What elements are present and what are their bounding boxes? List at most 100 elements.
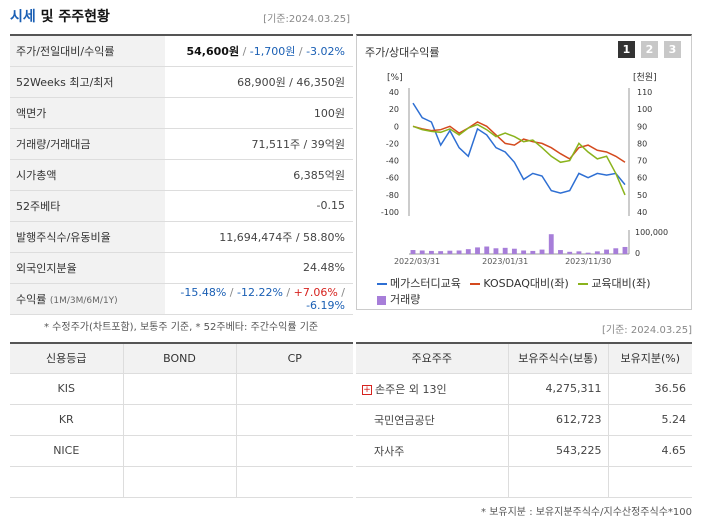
credit-bond — [123, 404, 237, 436]
quote-row-shares: 발행주식수/유동비율 11,694,474주 / 58.80% — [10, 221, 353, 253]
volume-tick-label: 0 — [635, 249, 640, 258]
credit-agency — [10, 466, 124, 498]
chart-svg: [%] [천원] 40 20 0 -20 -40 -60 -80 -100 110 100 90 80… — [381, 72, 668, 266]
right-tick-label: 50 — [637, 191, 647, 200]
holder-pct: 4.65 — [608, 435, 692, 467]
holders-header-name: 주요주주 — [356, 343, 509, 374]
return-1y: -6.19% — [306, 298, 345, 312]
volume-bar — [447, 250, 453, 254]
left-tick-label: -100 — [381, 208, 399, 217]
credit-cp — [236, 404, 353, 436]
quote-row-volume: 거래량/거래대금 71,511주 / 39억원 — [10, 128, 353, 160]
price-value: 54,600원 / -1,700원 / -3.02% — [165, 35, 353, 67]
credit-header-rating: 신용등급 — [10, 343, 124, 374]
credit-header-cp: CP — [236, 343, 353, 374]
credit-cp — [236, 373, 353, 405]
return-1m: -15.48% — [180, 285, 227, 299]
holder-pct — [608, 466, 692, 498]
volume-bar — [530, 250, 536, 254]
right-tick-label: 100 — [637, 105, 652, 114]
holders-table: 주요주주 보유주식수(보통) 보유지분(%) + 손주은 외 13인 4,275,… — [356, 342, 692, 498]
volume-label: 거래량/거래대금 — [10, 128, 165, 160]
chart-tab-2[interactable]: 2 — [641, 41, 658, 58]
w52-value: 68,900원 / 46,350원 — [165, 66, 353, 98]
section-title: 시세 및 주주현황 — [10, 6, 110, 26]
holders-date: [기준: 2024.03.25] — [601, 325, 692, 336]
left-tick-label: -40 — [386, 157, 399, 166]
quote-footnote: * 수정주가(차트포함), 보통주 기준, * 52주베타: 주간수익률 기준 — [44, 322, 319, 333]
quote-row-52w: 52Weeks 최고/최저 68,900원 / 46,350원 — [10, 66, 353, 98]
right-tick-label: 40 — [637, 208, 647, 217]
legend-item-stock: 메가스터디교육 — [377, 276, 461, 292]
foreign-value: 24.48% — [165, 252, 353, 284]
holder-shares: 543,225 — [508, 435, 609, 467]
right-axis-unit: [천원] — [633, 72, 657, 83]
x-tick-label: 2023/11/30 — [565, 257, 611, 266]
credit-header-row: 신용등급 BOND CP — [10, 343, 353, 374]
holder-name: 자사주 — [356, 435, 509, 467]
table-row — [356, 466, 692, 498]
legend-kosdaq-swatch — [470, 283, 481, 285]
holders-header-shares: 보유주식수(보통) — [508, 343, 609, 374]
price-change-pct: -3.02% — [306, 44, 345, 58]
chart-tab-3[interactable]: 3 — [664, 41, 681, 58]
legend-industry-label: 교육대비(좌) — [591, 277, 651, 290]
quote-table: 주가/전일대비/수익률 54,600원 / -1,700원 / -3.02% 5… — [10, 34, 353, 315]
holder-name: 국민연금공단 — [356, 404, 509, 436]
foreign-label: 외국인지분율 — [10, 252, 165, 284]
legend-item-kosdaq: KOSDAQ대비(좌) — [470, 276, 569, 292]
x-tick-label: 2022/03/31 — [394, 257, 440, 266]
holder-name-link[interactable]: 손주은 외 13인 — [375, 382, 447, 396]
legend-volume-swatch — [377, 295, 386, 305]
right-tick-label: 90 — [637, 122, 647, 131]
expand-plus-icon[interactable]: + — [362, 384, 372, 395]
credit-table: 신용등급 BOND CP KIS KR NICE — [10, 342, 353, 498]
section-title-rest: 및 주주현황 — [35, 9, 110, 25]
volume-bar — [438, 251, 444, 254]
chart-title: 주가/상대수익률 — [365, 46, 440, 59]
volume-value: 71,511주 / 39억원 — [165, 128, 353, 160]
face-label: 액면가 — [10, 97, 165, 129]
quote-row-beta: 52주베타 -0.15 — [10, 190, 353, 222]
return-3m: -12.22% — [237, 285, 283, 299]
price: 54,600원 — [186, 44, 240, 58]
chart-tab-1[interactable]: 1 — [618, 41, 635, 58]
price-change: -1,700원 — [249, 44, 296, 58]
volume-tick-label: 100,000 — [635, 228, 668, 237]
section-title-accent: 시세 — [10, 9, 36, 25]
holder-shares — [508, 466, 609, 498]
quote-row-foreign: 외국인지분율 24.48% — [10, 252, 353, 284]
volume-bar — [511, 248, 517, 254]
quote-row-face: 액면가 100원 — [10, 97, 353, 129]
volume-bar — [429, 250, 434, 254]
volume-bar — [475, 247, 480, 254]
shares-value: 11,694,474주 / 58.80% — [165, 221, 353, 253]
legend-item-industry: 교육대비(좌) — [578, 276, 651, 292]
series-line-stock — [412, 102, 626, 194]
series-line-kosdaq — [412, 121, 626, 163]
return-value: -15.48% / -12.22% / +7.06% / -6.19% — [165, 283, 353, 315]
credit-agency: KIS — [10, 373, 124, 405]
legend-stock-swatch — [377, 283, 387, 285]
beta-label: 52주베타 — [10, 190, 165, 222]
holder-name: + 손주은 외 13인 — [356, 373, 509, 405]
credit-bond — [123, 373, 237, 405]
credit-cp — [236, 466, 353, 498]
volume-bar — [622, 246, 628, 254]
volume-bar — [613, 248, 619, 254]
left-tick-label: 20 — [389, 105, 399, 114]
volume-bar — [502, 247, 508, 254]
face-value: 100원 — [165, 97, 353, 129]
quote-row-price: 주가/전일대비/수익률 54,600원 / -1,700원 / -3.02% — [10, 35, 353, 67]
right-tick-label: 60 — [637, 174, 647, 183]
series-line-industry — [412, 123, 626, 196]
left-tick-label: 0 — [394, 122, 399, 131]
credit-bond — [123, 435, 237, 467]
holder-pct: 36.56 — [608, 373, 692, 405]
table-row: KIS — [10, 373, 353, 405]
volume-bar — [576, 251, 582, 254]
table-row: 자사주 543,225 4.65 — [356, 435, 692, 467]
holders-header-row: 주요주주 보유주식수(보통) 보유지분(%) — [356, 343, 692, 374]
legend-item-volume: 거래량 — [377, 292, 420, 308]
table-row: NICE — [10, 435, 353, 467]
